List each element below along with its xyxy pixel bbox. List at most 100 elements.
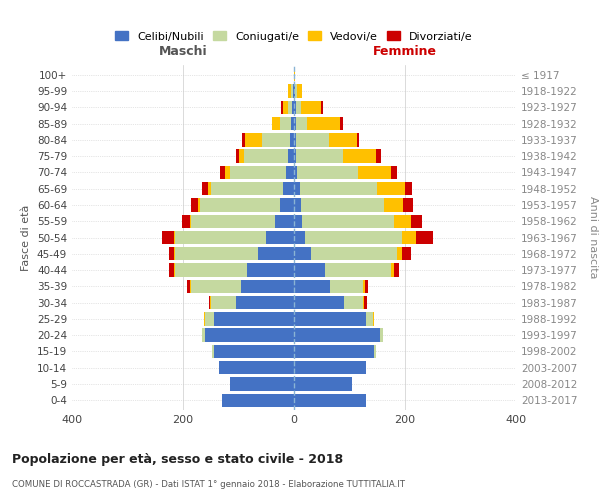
Bar (373, 312, 374, 326)
Bar (402, 247, 410, 260)
Bar (205, 328, 294, 342)
Bar (307, 117, 340, 130)
Bar (200, 198, 280, 211)
Bar (258, 247, 294, 260)
Bar (295, 84, 297, 98)
Bar (376, 150, 380, 163)
Bar (204, 312, 205, 326)
Bar (266, 231, 294, 244)
Bar (187, 280, 190, 293)
Bar (219, 361, 294, 374)
Bar (294, 84, 295, 98)
Bar (340, 117, 343, 130)
Bar (294, 198, 301, 211)
Bar (241, 280, 294, 293)
Bar (169, 264, 173, 276)
Bar (391, 166, 397, 179)
Bar (294, 247, 311, 260)
Bar (325, 264, 391, 276)
Bar (191, 198, 198, 211)
Bar (224, 166, 230, 179)
Bar (242, 133, 245, 146)
Bar (366, 312, 373, 326)
Bar (294, 296, 344, 310)
Y-axis label: Fasce di età: Fasce di età (22, 204, 31, 270)
Bar (374, 344, 376, 358)
Bar (294, 344, 374, 358)
Bar (302, 214, 394, 228)
Bar (272, 117, 280, 130)
Bar (212, 344, 214, 358)
Bar (377, 182, 405, 196)
Bar (397, 247, 402, 260)
Bar (364, 296, 367, 310)
Bar (294, 100, 296, 114)
Bar (364, 280, 365, 293)
Bar (301, 100, 320, 114)
Bar (202, 328, 205, 342)
Bar (220, 166, 224, 179)
Bar (296, 117, 307, 130)
Bar (288, 100, 292, 114)
Bar (311, 247, 397, 260)
Bar (281, 100, 283, 114)
Bar (175, 247, 258, 260)
Bar (275, 214, 294, 228)
Bar (208, 182, 211, 196)
Bar (205, 312, 214, 326)
Bar (214, 344, 294, 358)
Bar (169, 247, 173, 260)
Bar (236, 296, 294, 310)
Bar (280, 198, 294, 211)
Bar (202, 182, 208, 196)
Bar (320, 100, 323, 114)
Bar (394, 264, 400, 276)
Bar (305, 231, 402, 244)
Bar (289, 84, 291, 98)
Bar (190, 214, 191, 228)
Text: Popolazione per età, sesso e stato civile - 2018: Popolazione per età, sesso e stato civil… (12, 452, 343, 466)
Bar (236, 150, 239, 163)
Bar (294, 312, 366, 326)
Bar (290, 133, 294, 146)
Bar (301, 198, 384, 211)
Bar (239, 150, 244, 163)
Bar (190, 280, 191, 293)
Text: Femmine: Femmine (373, 44, 437, 58)
Bar (296, 150, 343, 163)
Bar (230, 378, 294, 390)
Bar (173, 231, 175, 244)
Bar (405, 182, 412, 196)
Bar (280, 117, 291, 130)
Bar (294, 328, 380, 342)
Bar (294, 361, 366, 374)
Bar (291, 84, 293, 98)
Bar (244, 150, 289, 163)
Bar (283, 100, 288, 114)
Bar (182, 214, 190, 228)
Bar (211, 182, 283, 196)
Bar (294, 264, 325, 276)
Bar (403, 198, 413, 211)
Bar (175, 231, 266, 244)
Bar (289, 150, 294, 163)
Bar (294, 394, 366, 407)
Bar (191, 280, 241, 293)
Bar (294, 182, 299, 196)
Legend: Celibi/Nubili, Coniugati/e, Vedovi/e, Divorziati/e: Celibi/Nubili, Coniugati/e, Vedovi/e, Di… (110, 26, 478, 48)
Bar (175, 264, 247, 276)
Bar (297, 84, 302, 98)
Bar (209, 296, 211, 310)
Bar (294, 214, 302, 228)
Bar (358, 166, 391, 179)
Bar (296, 133, 329, 146)
Bar (294, 280, 330, 293)
Text: COMUNE DI ROCCASTRADA (GR) - Dati ISTAT 1° gennaio 2018 - Elaborazione TUTTITALI: COMUNE DI ROCCASTRADA (GR) - Dati ISTAT … (12, 480, 405, 489)
Bar (291, 117, 294, 130)
Bar (245, 133, 262, 146)
Bar (402, 231, 416, 244)
Bar (286, 166, 294, 179)
Bar (294, 150, 296, 163)
Bar (222, 394, 294, 407)
Bar (292, 100, 294, 114)
